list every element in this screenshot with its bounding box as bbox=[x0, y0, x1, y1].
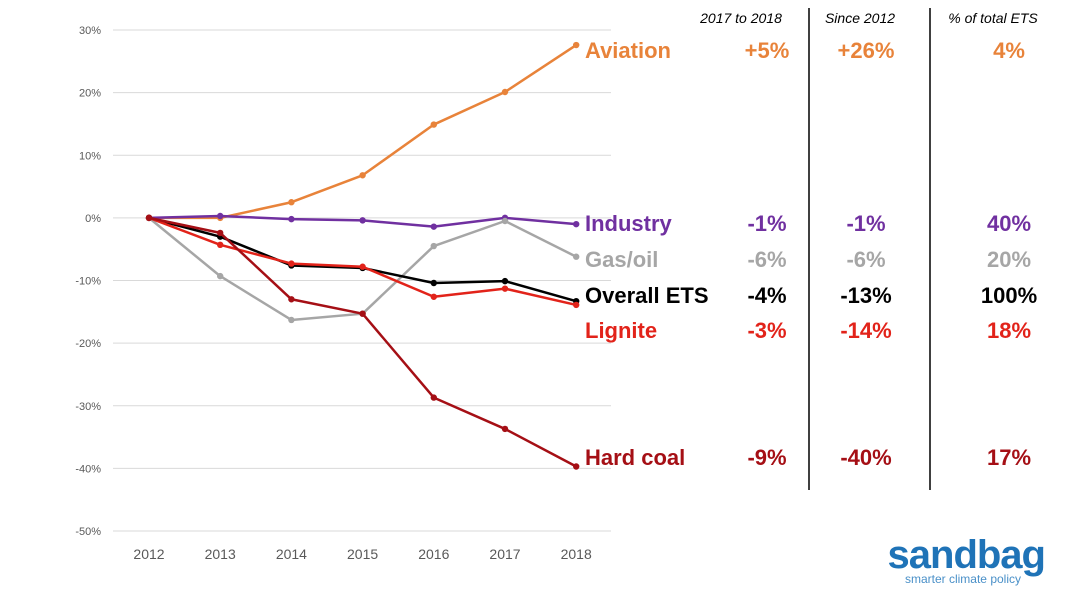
table-cell: -9% bbox=[747, 445, 786, 470]
x-tick-label: 2018 bbox=[561, 546, 592, 562]
table-cell: +26% bbox=[838, 38, 895, 63]
y-tick-label: -10% bbox=[75, 276, 101, 288]
y-tick-label: 30% bbox=[79, 25, 101, 37]
data-point-aviation bbox=[430, 121, 437, 128]
header-share-of-total: % of total ETS bbox=[948, 10, 1038, 26]
table-cell: 20% bbox=[987, 247, 1031, 272]
x-tick-label: 2012 bbox=[133, 546, 164, 562]
y-axis-ticks: 30% 20% 10% 0% -10% -20% -30% -40% -50% bbox=[75, 25, 101, 538]
data-point-hard-coal bbox=[573, 463, 580, 470]
y-tick-label: -40% bbox=[75, 463, 101, 475]
series-label: Industry bbox=[585, 211, 673, 236]
table-cell: -14% bbox=[840, 318, 891, 343]
data-point-industry bbox=[573, 220, 580, 228]
data-point-lignite bbox=[573, 301, 580, 309]
y-tick-label: 20% bbox=[79, 88, 101, 100]
table-cell: -6% bbox=[747, 247, 786, 272]
data-point-lignite bbox=[288, 260, 295, 267]
series-aviation bbox=[145, 41, 580, 222]
table-cell: -13% bbox=[840, 283, 891, 308]
data-point-gas-oil bbox=[217, 272, 224, 280]
data-point-aviation bbox=[288, 199, 295, 206]
x-tick-label: 2014 bbox=[276, 546, 307, 562]
data-point-lignite bbox=[501, 285, 509, 292]
series-label: Overall ETS bbox=[585, 283, 709, 308]
data-point-hard-coal bbox=[501, 425, 509, 433]
data-point-aviation bbox=[573, 41, 580, 49]
table-row-aviation: Aviation +5% +26% 4% bbox=[585, 38, 1025, 63]
table-cell: -6% bbox=[846, 247, 885, 272]
table-cell: 100% bbox=[981, 283, 1037, 308]
x-tick-label: 2015 bbox=[347, 546, 378, 562]
data-point-hard-coal bbox=[145, 214, 153, 222]
series-label: Aviation bbox=[585, 38, 671, 63]
table-row-gas-oil: Gas/oil -6% -6% 20% bbox=[585, 247, 1031, 272]
table-cell: 18% bbox=[987, 318, 1031, 343]
y-tick-label: 0% bbox=[85, 213, 101, 225]
table-cell: 4% bbox=[993, 38, 1025, 63]
x-tick-label: 2013 bbox=[205, 546, 236, 562]
y-tick-label: -20% bbox=[75, 338, 101, 350]
table-row-industry: Industry -1% -1% 40% bbox=[585, 211, 1031, 236]
series-lignite bbox=[145, 214, 580, 309]
header-2017-to-2018: 2017 to 2018 bbox=[699, 10, 782, 26]
table-cell: -40% bbox=[840, 445, 891, 470]
x-tick-label: 2016 bbox=[418, 546, 449, 562]
data-point-overall-ets bbox=[501, 277, 509, 285]
data-point-lignite bbox=[217, 241, 224, 249]
series-line-aviation bbox=[149, 43, 577, 220]
logo-wordmark: sandbag bbox=[888, 533, 1045, 577]
table-cell: -4% bbox=[747, 283, 786, 308]
x-axis-ticks: 2012 2013 2014 2015 2016 2017 2018 bbox=[133, 546, 592, 562]
data-point-hard-coal bbox=[359, 310, 366, 317]
series-label: Lignite bbox=[585, 318, 657, 343]
table-row-overall-ets: Overall ETS -4% -13% 100% bbox=[585, 283, 1037, 308]
table-cell: +5% bbox=[745, 38, 790, 63]
x-tick-label: 2017 bbox=[489, 546, 520, 562]
data-point-gas-oil bbox=[430, 242, 437, 250]
data-point-industry bbox=[430, 223, 437, 230]
y-tick-label: -50% bbox=[75, 526, 101, 538]
summary-table: Aviation +5% +26% 4% Industry -1% -1% 40% Gas/oi… bbox=[585, 38, 1037, 470]
series-hard-coal bbox=[145, 214, 580, 470]
data-point-hard-coal bbox=[217, 229, 224, 237]
table-cell: -1% bbox=[846, 211, 885, 236]
data-point-lignite bbox=[359, 263, 366, 270]
series-label: Gas/oil bbox=[585, 247, 658, 272]
sandbag-logo: sandbag smarter climate policy bbox=[888, 533, 1046, 586]
data-point-gas-oil bbox=[288, 316, 295, 324]
y-tick-label: 10% bbox=[79, 150, 101, 162]
table-cell: 40% bbox=[987, 211, 1031, 236]
table-cell: 17% bbox=[987, 445, 1031, 470]
data-point-lignite bbox=[430, 293, 437, 300]
data-point-aviation bbox=[501, 88, 509, 96]
data-point-aviation bbox=[359, 172, 366, 179]
data-point-hard-coal bbox=[288, 296, 295, 303]
series-label: Hard coal bbox=[585, 445, 685, 470]
series-industry bbox=[145, 212, 580, 230]
series-lines bbox=[145, 41, 580, 470]
table-headers: 2017 to 2018 Since 2012 % of total ETS bbox=[699, 10, 1038, 26]
data-point-gas-oil bbox=[501, 217, 509, 225]
data-point-industry bbox=[288, 215, 295, 223]
header-since-2012: Since 2012 bbox=[825, 10, 895, 26]
table-cell: -1% bbox=[747, 211, 786, 236]
data-point-hard-coal bbox=[430, 394, 437, 401]
gridlines bbox=[113, 29, 611, 532]
data-point-overall-ets bbox=[430, 279, 437, 287]
series-line-hard-coal bbox=[148, 216, 577, 468]
data-point-industry bbox=[217, 212, 224, 220]
y-tick-label: -30% bbox=[75, 401, 101, 413]
data-point-industry bbox=[359, 217, 366, 224]
logo-tagline: smarter climate policy bbox=[905, 572, 1021, 586]
data-point-gas-oil bbox=[573, 253, 580, 260]
table-row-hard-coal: Hard coal -9% -40% 17% bbox=[585, 445, 1031, 470]
table-row-lignite: Lignite -3% -14% 18% bbox=[585, 318, 1031, 343]
table-cell: -3% bbox=[747, 318, 786, 343]
